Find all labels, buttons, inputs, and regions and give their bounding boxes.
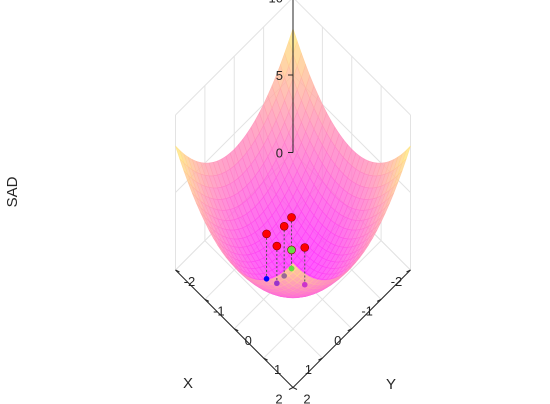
marker-point xyxy=(287,245,296,255)
y-tick-label: -2 xyxy=(184,274,196,289)
y-axis-label: Y xyxy=(386,376,396,393)
marker-point xyxy=(300,243,310,252)
y-tick-label: 1 xyxy=(274,362,281,377)
y-tick-label: -1 xyxy=(213,303,225,318)
z-tick-label: 0 xyxy=(276,146,283,161)
y-tick-mark xyxy=(175,269,180,273)
marker-point xyxy=(279,221,289,231)
grid-floor-y xyxy=(263,240,382,359)
y-tick-mark xyxy=(234,328,239,332)
axes xyxy=(175,0,411,390)
grid-wall-y-horizontal xyxy=(175,0,292,116)
marker-point xyxy=(287,213,296,222)
y-tick-mark xyxy=(292,387,298,390)
y-tick-label: 2 xyxy=(303,392,310,404)
y-tick-mark xyxy=(263,357,268,361)
z-tick-label: 5 xyxy=(276,68,283,83)
x-tick-mark xyxy=(376,298,382,302)
x-tick-label: -1 xyxy=(361,303,373,318)
z-tick-label: 10 xyxy=(269,0,283,6)
y-tick-mark xyxy=(204,298,210,302)
x-tick-label: 1 xyxy=(305,362,312,377)
marker-base-point xyxy=(301,281,308,288)
tick-labels: -2 -1 0 1 2 -2 -1 0 1 2 0 5 10 xyxy=(184,0,403,404)
data-markers xyxy=(262,213,310,288)
x-tick-mark xyxy=(288,387,294,390)
marker-point xyxy=(262,229,271,239)
x-tick-mark xyxy=(318,357,323,361)
grid-wall-x-horizontal xyxy=(294,0,411,116)
marker-point xyxy=(272,241,282,251)
marker-base-point xyxy=(263,276,270,282)
x-tick-label: -2 xyxy=(391,274,403,289)
marker-base-point xyxy=(281,273,287,279)
x-tick-mark xyxy=(406,269,411,273)
x-tick-label: 2 xyxy=(275,392,282,404)
x-tick-label: 0 xyxy=(334,333,341,348)
marker-base-point xyxy=(274,280,280,287)
y-tick-label: 0 xyxy=(245,333,252,348)
surface-mesh xyxy=(175,27,411,299)
z-axis-label: SAD xyxy=(4,176,21,207)
marker-base-point xyxy=(288,265,295,272)
x-tick-mark xyxy=(347,328,352,332)
x-axis-label: X xyxy=(183,375,193,392)
